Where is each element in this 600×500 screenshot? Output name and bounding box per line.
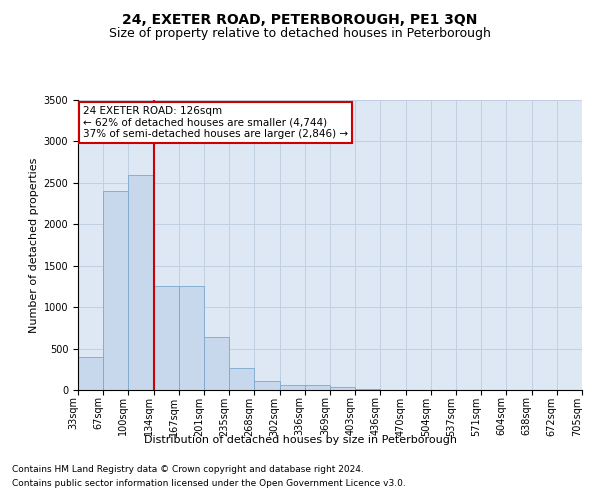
Text: Contains HM Land Registry data © Crown copyright and database right 2024.: Contains HM Land Registry data © Crown c… (12, 466, 364, 474)
Text: 24 EXETER ROAD: 126sqm
← 62% of detached houses are smaller (4,744)
37% of semi-: 24 EXETER ROAD: 126sqm ← 62% of detached… (83, 106, 348, 139)
Bar (154, 286, 179, 390)
Bar (229, 368, 254, 390)
Text: Size of property relative to detached houses in Peterborough: Size of property relative to detached ho… (109, 28, 491, 40)
Bar (355, 389, 380, 390)
Bar (128, 174, 154, 390)
Text: Contains public sector information licensed under the Open Government Licence v3: Contains public sector information licen… (12, 479, 406, 488)
Text: Distribution of detached houses by size in Peterborough: Distribution of detached houses by size … (143, 435, 457, 445)
Bar (254, 381, 280, 390)
Bar (330, 386, 355, 390)
Bar (204, 337, 229, 390)
Bar (280, 384, 305, 390)
Bar (103, 191, 128, 390)
Bar (78, 357, 103, 390)
Bar (179, 286, 204, 390)
Bar (305, 386, 330, 390)
Text: 24, EXETER ROAD, PETERBOROUGH, PE1 3QN: 24, EXETER ROAD, PETERBOROUGH, PE1 3QN (122, 12, 478, 26)
Y-axis label: Number of detached properties: Number of detached properties (29, 158, 40, 332)
